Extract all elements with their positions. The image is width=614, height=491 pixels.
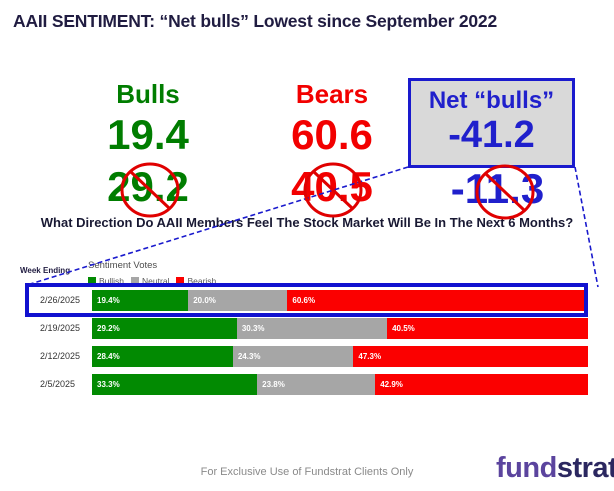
bar-value-label: 19.4% xyxy=(97,296,120,305)
logo-part-fund: fund xyxy=(496,452,557,484)
bears-summary: Bears 60.6 40.5 xyxy=(257,80,407,210)
bulls-previous-value: 29.2 xyxy=(107,163,189,210)
legend-item-bullish: Bullish xyxy=(88,276,124,286)
logo-part-strat: strat xyxy=(556,452,614,484)
bar-value-label: 28.4% xyxy=(97,352,120,361)
week-ending-header: Week Ending xyxy=(20,266,71,275)
bar-segment-bearish: 42.9% xyxy=(375,374,588,395)
legend-item-bearish: Bearish xyxy=(176,276,216,286)
bar-value-label: 33.3% xyxy=(97,380,120,389)
row-date-label: 2/26/2025 xyxy=(40,295,81,305)
bar-segment-bullish: 19.4% xyxy=(92,290,189,311)
row-bars: 28.4% 24.3% 47.3% xyxy=(92,346,588,367)
bar-segment-bullish: 28.4% xyxy=(92,346,233,367)
chart-row: 2/19/2025 29.2% 30.3% 40.5% xyxy=(0,318,614,339)
row-date-label: 2/19/2025 xyxy=(40,323,81,333)
net-bulls-label: Net “bulls” xyxy=(428,87,555,114)
row-bars: 29.2% 30.3% 40.5% xyxy=(92,318,588,339)
survey-question: What Direction Do AAII Members Feel The … xyxy=(40,215,574,230)
legend-label: Bullish xyxy=(99,276,125,286)
bulls-current-value: 19.4 xyxy=(107,111,189,158)
net-bulls-previous-value: -11.3 xyxy=(450,165,545,212)
bar-value-label: 60.6% xyxy=(292,296,316,305)
row-date-label: 2/12/2025 xyxy=(40,351,81,361)
chart-row: 2/12/2025 28.4% 24.3% 47.3% xyxy=(0,346,614,367)
bar-value-label: 30.3% xyxy=(241,324,265,333)
bulls-label: Bulls xyxy=(116,79,180,109)
bears-current-value: 60.6 xyxy=(291,111,373,158)
bar-segment-neutral: 24.3% xyxy=(232,346,354,367)
legend-item-neutral: Neutral xyxy=(131,276,169,286)
chart-row: 2/26/2025 19.4% 20.0% 60.6% xyxy=(0,290,614,311)
bar-value-label: 47.3% xyxy=(358,352,382,361)
bar-value-label: 23.8% xyxy=(262,380,285,389)
bar-segment-neutral: 30.3% xyxy=(236,318,388,339)
bar-value-label: 20.0% xyxy=(193,296,216,305)
legend-label: Neutral xyxy=(142,276,170,286)
bulls-summary: Bulls 19.4 29.2 xyxy=(73,80,223,210)
row-bars: 19.4% 20.0% 60.6% xyxy=(92,290,588,311)
chart-legend: Bullish Neutral Bearish xyxy=(88,276,216,286)
bears-label: Bears xyxy=(295,79,369,109)
chart-row: 2/5/2025 33.3% 23.8% 42.9% xyxy=(0,374,614,395)
neutral-swatch-icon xyxy=(131,277,140,285)
row-bars: 33.3% 23.8% 42.9% xyxy=(92,374,588,395)
bar-segment-neutral: 20.0% xyxy=(188,290,288,311)
bar-segment-bearish: 40.5% xyxy=(387,318,588,339)
legend-label: Bearish xyxy=(187,276,217,286)
bar-segment-bearish: 47.3% xyxy=(353,346,588,367)
footer-disclaimer: For Exclusive Use of Fundstrat Clients O… xyxy=(200,466,414,478)
bar-segment-bullish: 29.2% xyxy=(92,318,237,339)
bar-value-label: 42.9% xyxy=(380,380,403,389)
net-bulls-box: Net “bulls” -41.2 xyxy=(408,78,575,168)
chart-title: Sentiment Votes xyxy=(88,260,158,271)
bearish-swatch-icon xyxy=(176,277,185,285)
bar-segment-bearish: 60.6% xyxy=(287,290,588,311)
bullish-swatch-icon xyxy=(88,277,96,285)
bar-value-label: 24.3% xyxy=(237,352,261,361)
bar-value-label: 40.5% xyxy=(392,324,415,333)
bar-segment-neutral: 23.8% xyxy=(257,374,376,395)
net-bulls-current-value: -41.2 xyxy=(448,114,535,156)
bar-segment-bullish: 33.3% xyxy=(92,374,258,395)
chart-rows: 2/26/2025 19.4% 20.0% 60.6% 2/19/2025 29.2% 30… xyxy=(0,290,614,402)
bar-value-label: 29.2% xyxy=(97,324,120,333)
bears-previous-value: 40.5 xyxy=(291,163,373,210)
row-date-label: 2/5/2025 xyxy=(40,379,76,389)
page-title: AAII SENTIMENT: “Net bulls” Lowest since… xyxy=(13,11,497,31)
fundstrat-logo: fundstrat xyxy=(496,452,614,485)
